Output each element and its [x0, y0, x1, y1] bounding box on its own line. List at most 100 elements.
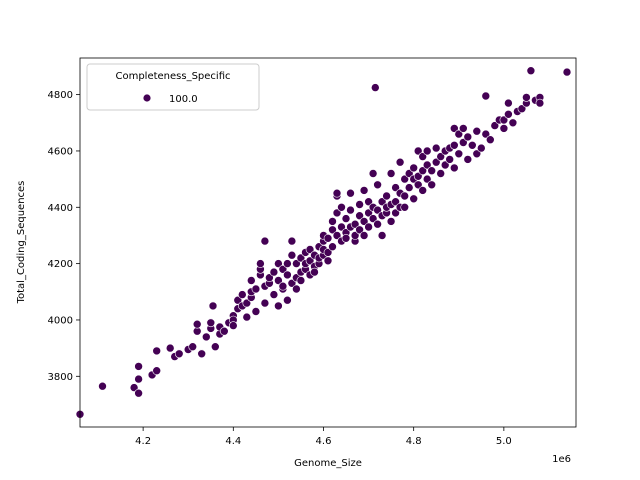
- legend-marker: [142, 93, 152, 103]
- data-point-130: [386, 169, 396, 178]
- data-point-66: [296, 276, 306, 285]
- data-point-86: [323, 256, 333, 266]
- data-point-96: [337, 203, 346, 212]
- data-point-11: [174, 349, 184, 359]
- data-point-54: [278, 264, 288, 274]
- data-point-141: [404, 169, 414, 178]
- plot-frame: [79, 57, 577, 428]
- data-point-194: [535, 98, 545, 108]
- data-point-178: [481, 91, 491, 101]
- data-point-190: [522, 93, 531, 102]
- data-point-7: [152, 366, 161, 376]
- data-point-172: [463, 132, 473, 142]
- data-point-43: [260, 298, 270, 308]
- data-point-146: [413, 172, 423, 181]
- y-axis-label: Total_Coding_Sequences: [16, 181, 27, 305]
- data-point-84: [323, 248, 333, 257]
- data-point-169: [458, 138, 468, 147]
- data-point-111: [359, 186, 369, 195]
- data-point-109: [359, 217, 369, 226]
- data-point-120: [373, 205, 382, 215]
- data-point-156: [431, 157, 441, 167]
- data-point-195: [562, 67, 572, 77]
- data-point-106: [355, 225, 364, 235]
- data-point-165: [449, 141, 459, 150]
- data-point-182: [499, 124, 509, 133]
- data-point-58: [283, 259, 292, 268]
- data-point-51: [274, 276, 283, 285]
- data-point-30: [233, 295, 243, 305]
- data-point-179: [485, 135, 495, 144]
- y-tick-label: 3800: [48, 372, 73, 383]
- y-axis-ticks: 3800 4000 4200 4400 4600 4800: [48, 90, 80, 383]
- data-point-174: [472, 149, 482, 159]
- y-tick-label: 4600: [48, 146, 73, 157]
- data-point-64: [292, 259, 301, 268]
- x-tick-label: 4.8: [406, 436, 422, 447]
- data-point-171: [463, 155, 473, 164]
- x-axis-ticks: 4.2 4.4 4.6 4.8 5.0: [135, 427, 512, 447]
- data-point-123: [377, 197, 387, 206]
- data-point-148: [418, 186, 428, 195]
- data-point-19: [206, 318, 216, 328]
- data-point-124: [377, 231, 387, 240]
- y-tick-label: 4000: [48, 315, 73, 326]
- x-axis-label: Genome_Size: [294, 458, 362, 469]
- data-point-188: [517, 104, 527, 113]
- data-point-103: [350, 219, 360, 229]
- y-tick-label: 4400: [48, 203, 73, 214]
- data-point-95: [337, 222, 346, 232]
- data-points: [75, 66, 572, 419]
- data-point-154: [427, 180, 437, 190]
- data-point-57: [283, 270, 292, 280]
- data-point-15: [192, 319, 202, 329]
- data-point-45: [260, 236, 270, 246]
- data-point-91: [332, 208, 342, 218]
- data-point-160: [440, 160, 450, 170]
- data-point-42: [256, 259, 265, 268]
- data-point-37: [247, 276, 256, 285]
- data-point-112: [364, 208, 373, 218]
- x-axis-offset-label: 1e6: [552, 454, 571, 465]
- y-tick-label: 4800: [48, 90, 73, 101]
- legend-title: Completeness_Specific: [115, 71, 230, 82]
- data-point-98: [341, 214, 351, 223]
- data-point-4: [134, 374, 143, 384]
- legend-entry-label: 100.0: [169, 94, 198, 105]
- data-point-151: [422, 174, 432, 184]
- data-point-152: [422, 160, 432, 170]
- data-point-21: [211, 342, 220, 352]
- data-point-13: [188, 342, 197, 352]
- data-point-101: [346, 205, 355, 215]
- data-point-118: [370, 83, 380, 92]
- data-point-164: [449, 163, 459, 173]
- data-point-56: [283, 295, 292, 305]
- data-point-184: [504, 110, 513, 119]
- data-point-50: [274, 301, 283, 311]
- data-point-49: [269, 267, 279, 277]
- data-point-139: [400, 203, 410, 212]
- data-point-133: [391, 183, 400, 192]
- data-point-149: [418, 166, 428, 175]
- data-point-128: [386, 217, 396, 226]
- data-point-185: [504, 98, 513, 108]
- x-tick-label: 4.2: [135, 436, 151, 447]
- data-point-76: [310, 267, 319, 277]
- data-point-113: [364, 197, 373, 206]
- data-point-105: [350, 231, 360, 240]
- data-point-183: [499, 115, 509, 125]
- data-point-1: [98, 381, 107, 391]
- data-point-33: [242, 312, 252, 322]
- data-point-167: [454, 149, 464, 159]
- data-point-52: [274, 259, 283, 268]
- data-point-48: [269, 290, 279, 299]
- data-point-107: [355, 211, 364, 220]
- data-point-162: [445, 155, 455, 164]
- data-point-99: [341, 234, 351, 243]
- data-point-115: [368, 214, 378, 223]
- data-point-85: [323, 234, 333, 243]
- data-point-158: [436, 169, 446, 178]
- data-point-140: [404, 183, 414, 192]
- data-point-136: [395, 157, 405, 167]
- data-point-177: [481, 129, 491, 139]
